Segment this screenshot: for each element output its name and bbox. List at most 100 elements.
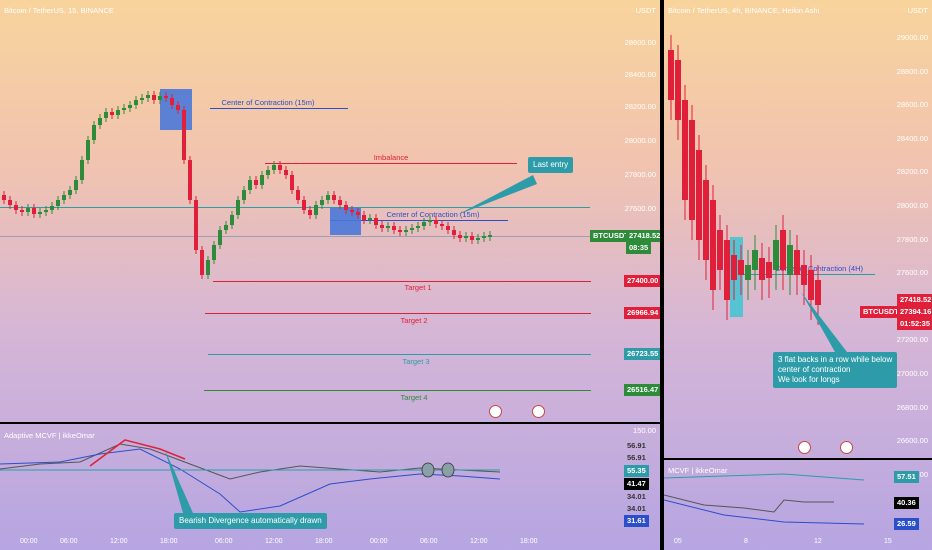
center-contraction-top-line[interactable] <box>210 108 348 109</box>
candle <box>808 270 814 300</box>
target-3-line[interactable] <box>208 354 591 355</box>
candle <box>230 215 234 225</box>
candle <box>452 230 456 235</box>
target-4-label: Target 4 <box>400 393 428 402</box>
right-price-tick: 26800.00 <box>896 402 928 412</box>
target-1-label: Target 1 <box>404 283 432 292</box>
left-price-tick: 28200.00 <box>624 102 656 111</box>
right-event-flag-icon[interactable] <box>798 441 811 454</box>
candle <box>236 200 240 215</box>
candle <box>134 100 138 105</box>
candle <box>759 258 765 280</box>
candle <box>404 230 408 232</box>
candle <box>158 96 162 100</box>
contraction-horizontal-line[interactable] <box>0 207 590 208</box>
candle <box>326 195 330 200</box>
imbalance-label: Imbalance <box>373 153 409 162</box>
candle <box>766 262 772 278</box>
event-flag-icon[interactable] <box>489 405 502 418</box>
candle <box>738 260 744 275</box>
us-flag-icon[interactable] <box>532 405 545 418</box>
left-chart-panel[interactable]: Bitcoin / TetherUS, 15, BINANCE USDT 286… <box>0 0 660 550</box>
candle <box>116 110 120 115</box>
candle <box>182 110 186 160</box>
target-4-price-tag: 26516.47 <box>624 384 660 396</box>
candle <box>787 245 793 275</box>
right-indicator-separator[interactable] <box>664 458 932 460</box>
candle <box>206 260 210 275</box>
candle <box>314 205 318 215</box>
target-4-line[interactable] <box>204 390 591 391</box>
right-price-tick: 27800.00 <box>896 234 928 244</box>
candle <box>128 105 132 108</box>
right-price-tick: 28800.00 <box>896 66 928 76</box>
candle <box>815 280 821 305</box>
center-contraction-mid-line[interactable] <box>330 220 508 221</box>
candle <box>440 224 444 226</box>
center-contraction-top-label: Center of Contraction (15m) <box>221 98 315 107</box>
right-ticker-countdown: 01:52:35 <box>897 318 932 330</box>
candle <box>392 226 396 230</box>
candle <box>458 235 462 238</box>
left-candlestick-series <box>2 91 492 279</box>
bearish-divergence-callout[interactable]: Bearish Divergence automatically drawn <box>174 513 327 529</box>
candle <box>32 208 36 214</box>
candle <box>338 200 342 205</box>
target-1-line[interactable] <box>213 281 591 282</box>
candle <box>266 170 270 175</box>
candle <box>44 210 48 212</box>
candle <box>278 165 282 170</box>
candle <box>176 105 180 110</box>
candle <box>470 236 474 240</box>
right-indicator-value: 26.59 <box>894 518 919 530</box>
candle <box>482 236 486 238</box>
candle <box>668 50 674 100</box>
candle <box>344 205 348 210</box>
target-2-line[interactable] <box>205 313 591 314</box>
right-price-tick: 28400.00 <box>896 133 928 143</box>
candle <box>752 250 758 270</box>
flat-backs-pointer <box>801 292 847 352</box>
indicator-value: 31.61 <box>624 515 649 527</box>
candle <box>362 215 366 220</box>
candle <box>464 236 468 238</box>
candle <box>416 226 420 228</box>
right-time-axis: 05 8 12 15 <box>674 538 892 545</box>
candle <box>26 208 30 212</box>
current-price-line <box>0 236 600 237</box>
candle <box>476 238 480 240</box>
right-us-flag-icon[interactable] <box>840 441 853 454</box>
candle <box>254 180 258 185</box>
candle <box>272 165 276 170</box>
candle <box>434 220 438 224</box>
candle <box>38 212 42 214</box>
flat-backs-callout[interactable]: 3 flat backs in a row while below center… <box>773 352 898 388</box>
indicator-separator[interactable] <box>0 422 660 424</box>
candle <box>410 228 414 230</box>
candle <box>290 175 294 190</box>
right-indicator-lines <box>664 473 865 525</box>
candle <box>374 218 378 225</box>
right-ticker-symbol-tag: BTCUSDT <box>860 306 902 318</box>
target-3-price-tag: 26723.55 <box>624 348 660 360</box>
candle <box>368 218 372 220</box>
last-entry-callout[interactable]: Last entry <box>528 157 574 173</box>
left-price-tick: 28600.00 <box>624 38 656 47</box>
candle <box>296 190 300 200</box>
panel-divider[interactable] <box>660 0 664 550</box>
imbalance-line[interactable] <box>265 163 517 164</box>
ticker-countdown-tag: 08:35 <box>626 242 652 254</box>
candle <box>242 190 246 200</box>
right-chart-panel[interactable]: Bitcoin / TetherUS, 4h, BINANCE, Heikin … <box>664 0 932 550</box>
candle <box>260 175 264 185</box>
left-price-tick: 28000.00 <box>624 136 656 145</box>
right-ticker-price-b: 27394.16 <box>897 306 932 318</box>
candle <box>801 265 807 285</box>
candle <box>122 108 126 110</box>
candle <box>422 222 426 226</box>
candle <box>62 195 66 200</box>
left-indicator-name: Adaptive MCVF | ikkeOmar <box>4 431 95 440</box>
candle <box>710 200 716 290</box>
right-price-tick: 28200.00 <box>896 167 928 177</box>
candle <box>320 200 324 205</box>
